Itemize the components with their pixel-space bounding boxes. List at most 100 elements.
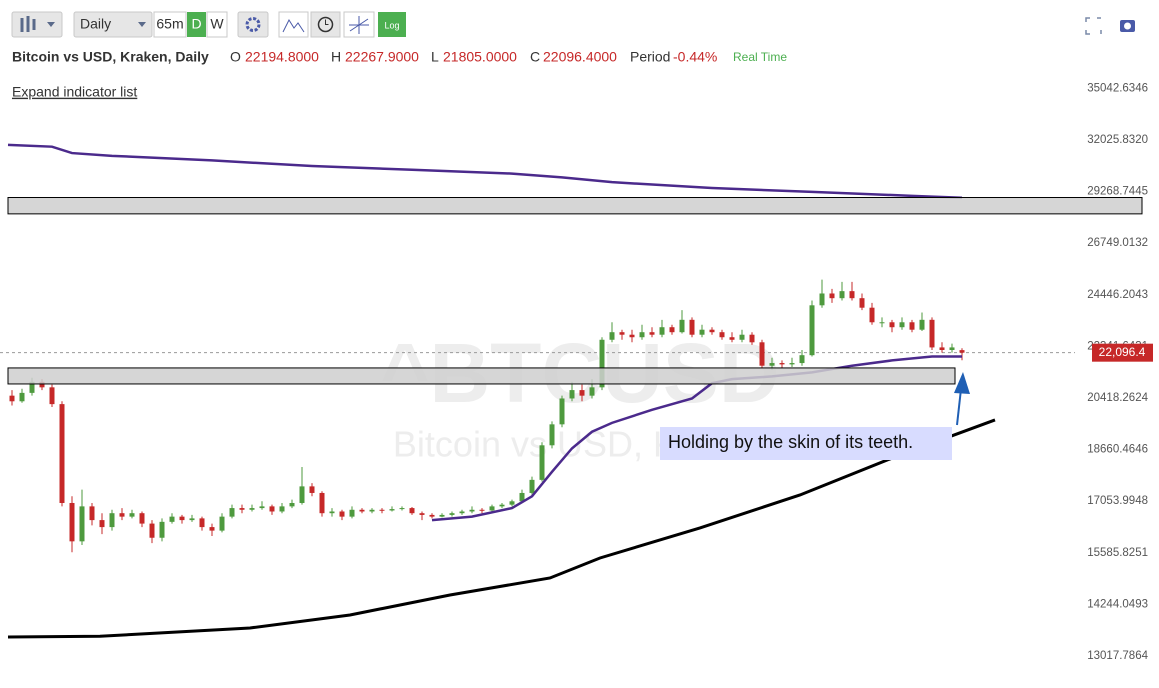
candle-body	[239, 508, 245, 510]
candle-body	[529, 479, 535, 493]
candle-icon	[20, 16, 36, 32]
candle-body	[819, 293, 825, 306]
candle-body	[259, 506, 265, 509]
candle-body	[649, 332, 655, 335]
candle-body	[859, 298, 865, 308]
candle-body	[599, 339, 605, 388]
candle-body	[609, 332, 615, 340]
interval-dropdown[interactable]	[73, 11, 153, 38]
candle-body	[379, 509, 385, 511]
candle-body	[59, 404, 65, 503]
clock-button[interactable]	[310, 11, 341, 38]
moving-average-line	[431, 355, 962, 522]
candle-body	[429, 514, 435, 517]
candle-body	[849, 291, 855, 299]
candle-body	[79, 506, 85, 542]
clock-hands	[325, 19, 329, 25]
candle-body	[699, 329, 705, 335]
candle-body	[49, 387, 55, 405]
candle-body	[789, 363, 795, 365]
candle-body	[399, 508, 405, 510]
candle-body	[479, 509, 485, 511]
candle-body	[739, 334, 745, 340]
candle-body	[659, 327, 665, 335]
candle-body	[629, 334, 635, 338]
candle-body	[269, 506, 275, 512]
candle-body	[959, 350, 965, 353]
candle-body	[939, 347, 945, 350]
open-label: O	[230, 49, 241, 65]
candle-body	[199, 518, 205, 528]
candle-body	[879, 322, 885, 324]
y-tick-label: 32025.8320	[1087, 134, 1148, 146]
period-value: -0.44%	[673, 49, 717, 65]
candle-body	[949, 347, 955, 350]
candle-body	[779, 363, 785, 365]
low-value: 21805.0000	[443, 49, 517, 65]
draw-icon	[349, 16, 369, 34]
candle-body	[619, 332, 625, 335]
minutes-label: 65m	[156, 16, 183, 32]
chart-type-button[interactable]	[11, 11, 63, 38]
candle-body	[449, 513, 455, 515]
week-label: W	[210, 16, 224, 32]
candle-body	[329, 511, 335, 514]
expand-indicator-link[interactable]: Expand indicator list	[12, 84, 137, 100]
dropdown-arrow	[47, 22, 55, 27]
camera-lens	[1124, 22, 1131, 30]
annotation-layer: Holding by the skin of its teeth.	[660, 372, 970, 460]
candle-body	[679, 319, 685, 333]
candle-body	[589, 387, 595, 396]
candle-body	[889, 322, 895, 328]
day-button[interactable]	[187, 12, 206, 37]
candle-body	[149, 523, 155, 538]
arrow-head	[954, 372, 970, 394]
settings-button[interactable]	[237, 11, 269, 38]
interval-label: Daily	[80, 16, 111, 32]
candle-body	[929, 319, 935, 348]
indicator-button[interactable]	[278, 11, 309, 38]
y-tick-label: 13017.7864	[1087, 650, 1148, 662]
candle-body	[579, 390, 585, 396]
candle-body	[169, 516, 175, 522]
high-label: H	[331, 49, 341, 65]
candle-body	[729, 337, 735, 340]
annotation-box	[660, 427, 952, 460]
candle-body	[39, 381, 45, 388]
candle-body	[189, 518, 195, 521]
candle-body	[749, 334, 755, 343]
candle-body	[9, 395, 15, 402]
candle-body	[129, 513, 135, 517]
week-button[interactable]	[206, 11, 228, 38]
candle-body	[159, 521, 165, 538]
y-tick-label: 15585.8251	[1087, 547, 1148, 559]
plot-layer: 35042.6346 32025.8320 29268.7445 26749.0132…	[0, 82, 1153, 662]
indicator-icon	[282, 18, 305, 33]
dropdown-arrow	[138, 22, 146, 27]
candle-body	[219, 516, 225, 531]
candle-body	[499, 504, 505, 507]
candle-body	[279, 506, 285, 512]
candle-body	[829, 293, 835, 299]
y-tick-label: 17053.9948	[1087, 495, 1148, 507]
candle-body	[519, 492, 525, 502]
log-button[interactable]	[378, 12, 406, 37]
clock-icon	[317, 16, 334, 33]
fullscreen-icon[interactable]	[1085, 17, 1102, 35]
candle-body	[179, 516, 185, 521]
candle-body	[209, 527, 215, 531]
candle-body	[489, 506, 495, 511]
candle-body	[299, 486, 305, 503]
minutes-button[interactable]	[153, 11, 187, 38]
log-label: Log	[384, 20, 399, 30]
last-price-badge	[1092, 343, 1153, 362]
instrument-title: Bitcoin vs USD, Kraken, Daily	[12, 49, 209, 65]
candle-body	[69, 502, 75, 542]
candle-body	[839, 291, 845, 299]
low-label: L	[431, 49, 439, 65]
y-tick-label: 29268.7445	[1087, 186, 1148, 198]
support-zone	[7, 367, 956, 385]
candle-body	[339, 511, 345, 517]
candle-body	[709, 329, 715, 333]
